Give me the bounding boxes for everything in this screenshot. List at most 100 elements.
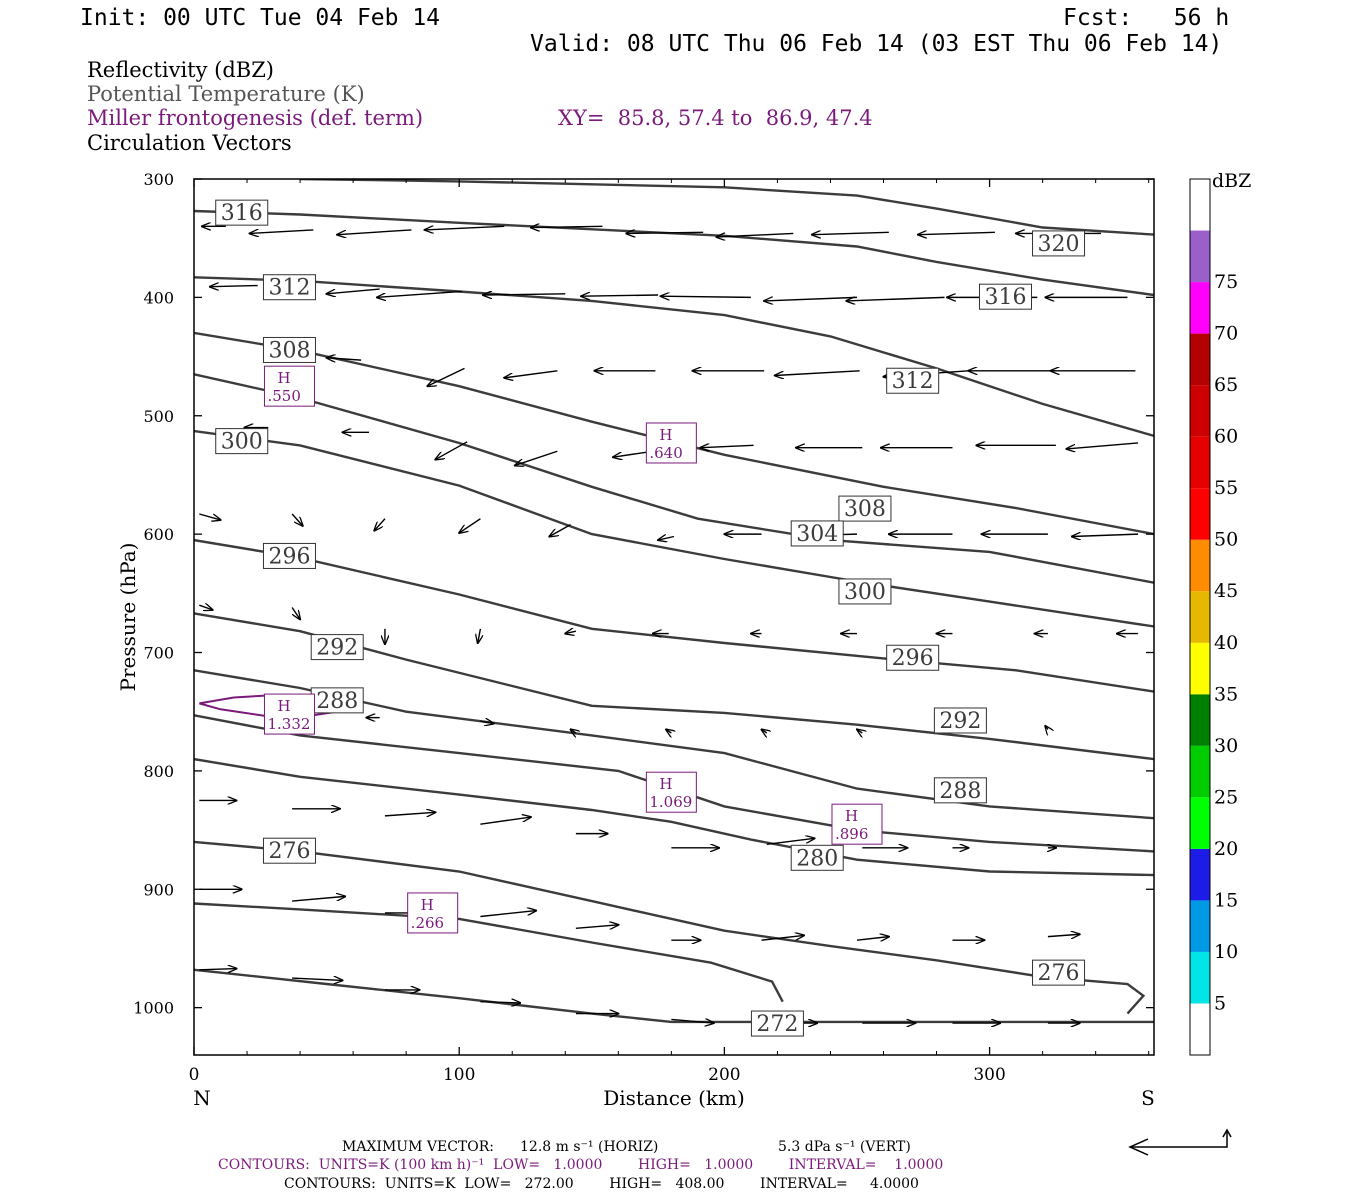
circulation-vector [857, 729, 862, 733]
forecast-hour: Fcst: 56 h [1063, 5, 1230, 31]
circulation-vector [515, 450, 558, 465]
circulation-vector [918, 232, 995, 234]
circulation-vector [292, 978, 342, 980]
contour-label-box [790, 844, 844, 871]
circulation-vector [374, 518, 386, 531]
circulation-vector [327, 288, 380, 294]
theta-contour-312 [194, 276, 1154, 438]
circulation-vector [435, 441, 468, 460]
colorbar-tick-label: 70 [1214, 323, 1238, 345]
circulation-vector [199, 605, 212, 610]
circulation-vector [531, 226, 603, 227]
circulation-vector [762, 729, 767, 733]
colorbar-swatch [1190, 745, 1210, 798]
colorbar-swatch [1190, 900, 1210, 952]
frontogenesis-max-value: .640 [649, 444, 682, 462]
circulation-vector [661, 296, 751, 297]
circulation-vector [478, 628, 481, 643]
frontogenesis-max-h: H [277, 697, 290, 715]
frontogenesis-max-value: .896 [835, 825, 868, 843]
contour-label: 308 [844, 497, 886, 522]
plot-frame [193, 178, 1155, 1056]
reference-vector [1130, 1132, 1228, 1148]
colorbar-tick-label: 20 [1214, 838, 1238, 860]
colorbar-frame [1189, 178, 1211, 1056]
colorbar-swatch [1190, 1003, 1210, 1055]
circulation-vector [575, 925, 618, 929]
theta-contour-296 [194, 538, 1154, 693]
contour-label: 316 [221, 201, 263, 226]
colorbar-tick-label: 60 [1214, 426, 1238, 448]
y-tick-label: 300 [143, 170, 174, 189]
colorbar-swatch [1190, 694, 1210, 746]
title-vectors: Circulation Vectors [87, 131, 292, 155]
colorbar-tick-label: 55 [1214, 477, 1238, 499]
colorbar-swatch [1190, 488, 1210, 540]
circulation-vector [480, 911, 536, 918]
contour-label: 276 [268, 839, 310, 864]
colorbar-swatch [1190, 282, 1210, 334]
frontogenesis-max-value: .266 [411, 914, 444, 932]
contour-label-box [886, 367, 940, 394]
circulation-vector [764, 297, 858, 301]
contour-label-box [215, 199, 269, 226]
colorbar-swatch [1190, 848, 1210, 901]
contour-label-box [886, 644, 940, 671]
colorbar-tick-label: 50 [1214, 529, 1238, 551]
circulation-vector [671, 1019, 713, 1023]
contour-label: 316 [984, 285, 1026, 310]
circulation-vector [504, 370, 558, 378]
circulation-vector [549, 524, 571, 537]
y-axis-label: Pressure (hPa) [116, 543, 140, 692]
contour-label-box [838, 578, 892, 605]
frontogenesis-max-value: .550 [267, 387, 300, 405]
colorbar-tick-label: 40 [1214, 632, 1238, 654]
circulation-vector [1066, 442, 1139, 449]
contour-label-box [262, 837, 316, 864]
circulation-vector [427, 367, 465, 386]
circulation-vector [565, 631, 577, 633]
circulation-vector [291, 513, 303, 526]
colorbar-swatch [1190, 539, 1210, 592]
contour-label: 308 [268, 338, 310, 363]
title-reflectivity: Reflectivity (dBZ) [87, 58, 275, 82]
theta-contour-316 [194, 209, 1154, 297]
colorbar-swatch [1190, 179, 1210, 231]
contour-label: 280 [796, 846, 838, 871]
frontogenesis-max-box [645, 771, 697, 813]
max-vector-label: MAXIMUM VECTOR: [342, 1139, 494, 1155]
contour-label-box [790, 520, 844, 547]
y-tick-label: 1000 [133, 999, 174, 1018]
circulation-vector [337, 229, 412, 235]
contour-label: 288 [939, 779, 981, 804]
frontogenesis-max-h: H [277, 369, 290, 387]
circulation-vector [425, 226, 505, 230]
contour-label-box [750, 1010, 804, 1037]
contour-label-box [262, 336, 316, 363]
colorbar-swatch [1190, 642, 1210, 695]
circulation-vector [716, 233, 794, 237]
init-time: Init: 00 UTC Tue 04 Feb 14 [80, 5, 441, 31]
colorbar-swatch [1190, 230, 1210, 283]
colorbar-swatch [1190, 591, 1210, 643]
contour-label: 312 [268, 276, 310, 301]
contour-label: 312 [892, 369, 934, 394]
contour-label: 300 [844, 580, 886, 605]
frontogenesis-max-box [407, 892, 459, 934]
circulation-vector [581, 295, 659, 296]
theta-contour-272 [194, 968, 1154, 1024]
x-tick-label: 200 [708, 1065, 740, 1085]
frontogenesis-max-h: H [659, 426, 672, 444]
max-vector-vert: 5.3 dPa s⁻¹ (VERT) [778, 1139, 911, 1155]
colorbar-tick-label: 25 [1214, 786, 1238, 808]
plot-contents [194, 179, 1154, 1037]
colorbar-swatch [1190, 385, 1210, 437]
frontogenesis-max-box [263, 693, 315, 735]
circulation-vector [199, 513, 220, 520]
frontogenesis-max-value: 1.332 [267, 715, 310, 733]
circulation-vector [846, 297, 945, 301]
contour-label-box [978, 283, 1032, 310]
colorbar-tick-label: 5 [1214, 992, 1226, 1014]
